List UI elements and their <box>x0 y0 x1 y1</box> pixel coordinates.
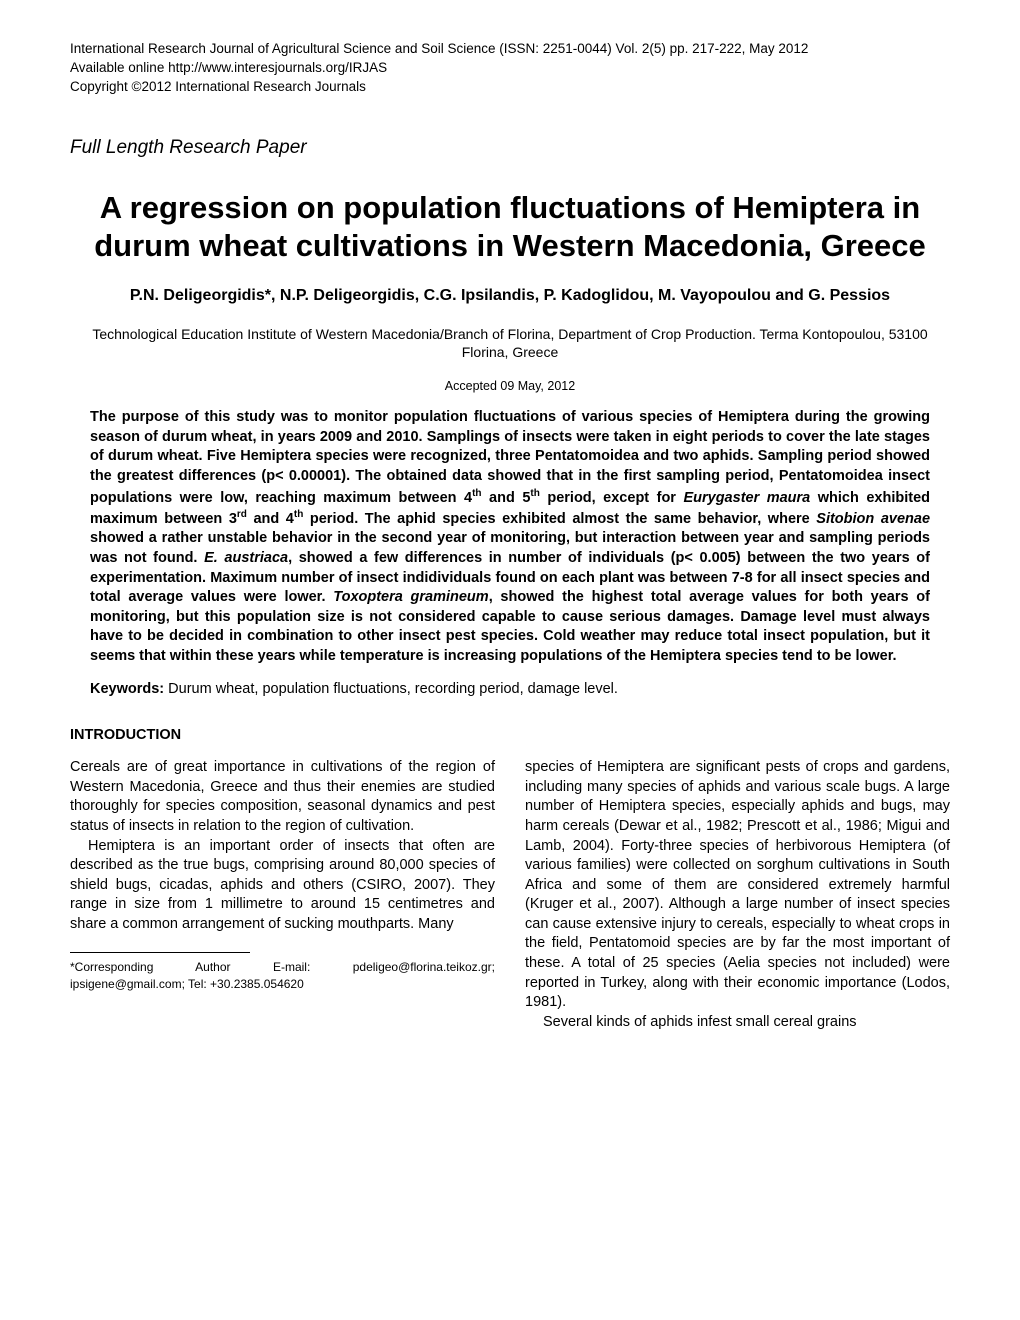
keywords-line: Keywords: Durum wheat, population fluctu… <box>90 681 930 697</box>
intro-paragraph-4: Several kinds of aphids infest small cer… <box>525 1013 950 1033</box>
abstract-text: period, except for <box>540 489 684 505</box>
journal-info-line-2: Available online http://www.interesjourn… <box>70 59 950 78</box>
keywords-label: Keywords: <box>90 681 164 697</box>
body-columns: Cereals are of great importance in culti… <box>70 758 950 1032</box>
intro-paragraph-3: species of Hemiptera are significant pes… <box>525 758 950 1012</box>
journal-info-line-3: Copyright ©2012 International Research J… <box>70 78 950 97</box>
corresponding-author: *Corresponding Author E-mail: pdeligeo@f… <box>70 959 495 991</box>
abstract-text: and 5 <box>482 489 531 505</box>
paper-type-label: Full Length Research Paper <box>70 137 950 159</box>
abstract-block: The purpose of this study was to monitor… <box>90 408 930 666</box>
authors-list: P.N. Deligeorgidis*, N.P. Deligeorgidis,… <box>70 286 950 307</box>
abstract-text: and 4 <box>247 511 294 527</box>
accepted-date: Accepted 09 May, 2012 <box>70 379 950 393</box>
keywords-text: Durum wheat, population fluctuations, re… <box>164 681 618 697</box>
intro-paragraph-1: Cereals are of great importance in culti… <box>70 758 495 836</box>
abstract-species-name: Sitobion avenae <box>816 511 930 527</box>
journal-header: International Research Journal of Agricu… <box>70 40 950 97</box>
affiliation-text: Technological Education Institute of Wes… <box>70 325 950 361</box>
paper-title: A regression on population fluctuations … <box>70 189 950 267</box>
journal-info-line-1: International Research Journal of Agricu… <box>70 40 950 59</box>
abstract-sup: th <box>472 488 481 499</box>
abstract-species-name: E. austriaca <box>204 550 288 566</box>
left-column: Cereals are of great importance in culti… <box>70 758 495 1032</box>
introduction-heading: INTRODUCTION <box>70 727 950 743</box>
abstract-text: period. The aphid species exhibited almo… <box>303 511 816 527</box>
abstract-sup: rd <box>237 509 247 520</box>
right-column: species of Hemiptera are significant pes… <box>525 758 950 1032</box>
abstract-species-name: Eurygaster maura <box>683 489 810 505</box>
abstract-sup: th <box>530 488 539 499</box>
intro-paragraph-2: Hemiptera is an important order of insec… <box>70 837 495 935</box>
abstract-sup: th <box>294 509 303 520</box>
footnote-divider <box>70 952 250 953</box>
abstract-species-name: Toxoptera gramineum <box>333 589 488 605</box>
